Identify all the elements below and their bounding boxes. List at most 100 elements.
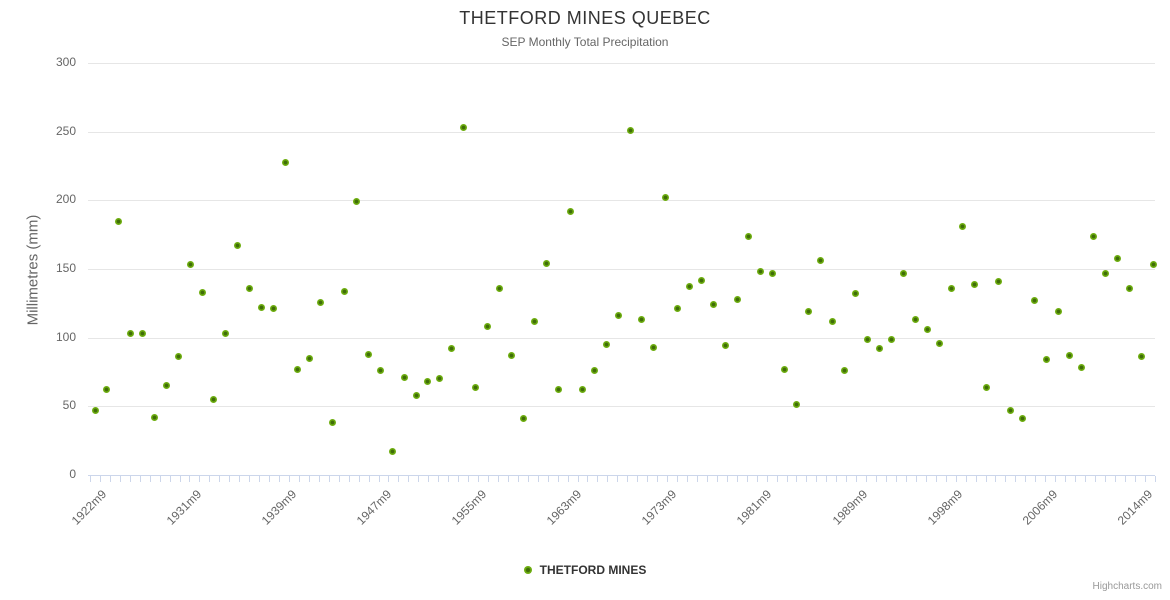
data-point[interactable] (900, 269, 908, 277)
data-point[interactable] (650, 343, 658, 351)
data-point[interactable] (460, 124, 468, 132)
data-point[interactable] (150, 413, 158, 421)
data-point[interactable] (293, 365, 301, 373)
data-point[interactable] (376, 367, 384, 375)
data-point[interactable] (614, 312, 622, 320)
data-point[interactable] (1054, 308, 1062, 316)
data-point[interactable] (578, 386, 586, 394)
credits-link[interactable]: Highcharts.com (1092, 581, 1162, 592)
data-point[interactable] (341, 287, 349, 295)
data-point[interactable] (1102, 269, 1110, 277)
data-point[interactable] (139, 330, 147, 338)
data-point[interactable] (911, 316, 919, 324)
x-axis-tick (737, 476, 738, 482)
data-point[interactable] (412, 391, 420, 399)
data-point[interactable] (1042, 356, 1050, 364)
data-point[interactable] (697, 276, 705, 284)
data-point[interactable] (246, 284, 254, 292)
data-point[interactable] (1007, 406, 1015, 414)
x-axis-tick (249, 476, 250, 482)
data-point[interactable] (103, 386, 111, 394)
legend-item-thetford-mines[interactable]: THETFORD MINES (523, 563, 646, 577)
data-point[interactable] (257, 304, 265, 312)
data-point[interactable] (590, 367, 598, 375)
data-point[interactable] (305, 354, 313, 362)
data-point[interactable] (507, 352, 515, 360)
data-point[interactable] (781, 365, 789, 373)
data-point[interactable] (1066, 352, 1074, 360)
data-point[interactable] (567, 207, 575, 215)
data-point[interactable] (638, 316, 646, 324)
data-point[interactable] (174, 353, 182, 361)
data-point[interactable] (1090, 232, 1098, 240)
data-point[interactable] (852, 290, 860, 298)
data-point[interactable] (793, 401, 800, 409)
data-point[interactable] (674, 305, 682, 313)
data-point[interactable] (543, 260, 551, 268)
data-point[interactable] (721, 342, 729, 350)
data-point[interactable] (757, 268, 765, 276)
data-point[interactable] (1018, 415, 1026, 423)
y-axis-label: 0 (69, 467, 76, 481)
data-point[interactable] (971, 280, 979, 288)
gridline (88, 63, 1155, 65)
data-point[interactable] (1114, 254, 1122, 262)
data-point[interactable] (935, 339, 943, 347)
data-point[interactable] (923, 325, 931, 333)
x-axis-tick (956, 476, 957, 482)
data-point[interactable] (198, 288, 206, 296)
data-point[interactable] (400, 374, 408, 382)
data-point[interactable] (602, 341, 610, 349)
data-point[interactable] (733, 295, 741, 303)
data-point[interactable] (186, 261, 194, 269)
data-point[interactable] (1137, 353, 1145, 361)
data-point[interactable] (115, 217, 123, 225)
x-axis-tick (548, 476, 549, 482)
data-point[interactable] (495, 284, 503, 292)
data-point[interactable] (424, 378, 432, 386)
data-point[interactable] (269, 305, 277, 313)
data-point[interactable] (1078, 364, 1086, 372)
data-point[interactable] (222, 330, 230, 338)
data-point[interactable] (388, 448, 396, 456)
data-point[interactable] (555, 386, 563, 394)
x-axis-tick (329, 476, 330, 482)
data-point[interactable] (804, 308, 812, 316)
data-point[interactable] (959, 223, 967, 231)
data-point[interactable] (840, 367, 848, 375)
data-point[interactable] (317, 298, 325, 306)
data-point[interactable] (448, 345, 456, 353)
data-point[interactable] (531, 317, 539, 325)
data-point[interactable] (983, 383, 991, 391)
data-point[interactable] (329, 419, 337, 427)
data-point[interactable] (353, 198, 361, 206)
data-point[interactable] (769, 269, 777, 277)
data-point[interactable] (828, 317, 836, 325)
data-point[interactable] (686, 283, 693, 291)
data-point[interactable] (709, 301, 717, 309)
data-point[interactable] (816, 257, 824, 265)
data-point[interactable] (162, 382, 170, 390)
data-point[interactable] (626, 126, 634, 134)
data-point[interactable] (364, 350, 372, 358)
data-point[interactable] (1125, 284, 1133, 292)
data-point[interactable] (234, 242, 242, 250)
data-point[interactable] (519, 415, 527, 423)
data-point[interactable] (1030, 297, 1038, 305)
data-point[interactable] (876, 345, 884, 353)
data-point[interactable] (436, 375, 444, 383)
data-point[interactable] (483, 323, 491, 331)
data-point[interactable] (127, 330, 135, 338)
data-point[interactable] (888, 335, 896, 343)
data-point[interactable] (995, 277, 1003, 285)
data-point[interactable] (210, 396, 218, 403)
data-point[interactable] (745, 232, 753, 240)
data-point[interactable] (91, 406, 99, 414)
data-point[interactable] (662, 194, 670, 202)
data-point[interactable] (1149, 261, 1157, 269)
data-point[interactable] (471, 383, 479, 391)
data-point[interactable] (864, 335, 872, 343)
data-point[interactable] (947, 284, 955, 292)
data-point[interactable] (281, 158, 289, 166)
